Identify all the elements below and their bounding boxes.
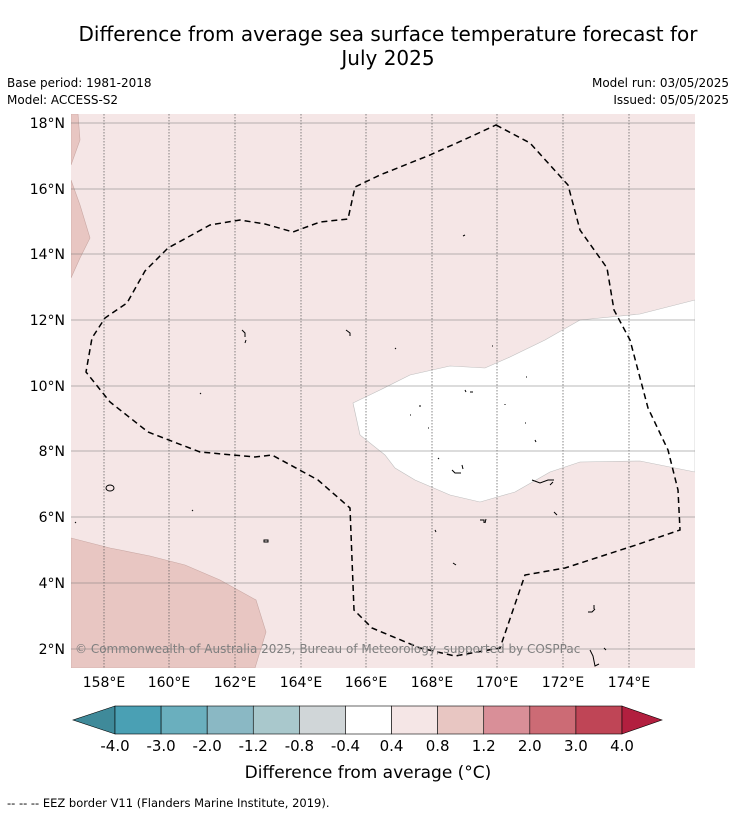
lat-label: 2°N <box>39 642 65 658</box>
lat-label: 18°N <box>30 116 65 132</box>
lon-label: 170°E <box>476 675 519 691</box>
colorbar-segment <box>529 705 577 735</box>
anomaly-0.8-1.2-patch-bottom <box>71 537 267 668</box>
eez-border <box>85 124 681 657</box>
colorbar-tick-label: 1.2 <box>472 737 496 755</box>
colorbar-segment <box>483 705 531 735</box>
model-run: Model run: 03/05/2025 <box>591 76 729 90</box>
lon-label: 164°E <box>280 675 323 691</box>
colorbar-extend-min <box>72 705 116 735</box>
island <box>345 329 351 336</box>
island <box>105 484 115 492</box>
lat-label: 8°N <box>39 444 65 460</box>
anomaly-0.8-1.2-patch-left <box>71 179 91 279</box>
meta-right: Model run: 03/05/2025 Issued: 05/05/2025 <box>592 75 729 109</box>
colorbar-tick-label: -1.2 <box>239 737 268 755</box>
chart-title: Difference from average sea surface temp… <box>40 22 736 70</box>
colorbar-tick-label: -4.0 <box>100 737 129 755</box>
base-period: Base period: 1981-2018 <box>7 76 152 90</box>
colorbar-segment <box>345 705 392 735</box>
lat-label: 16°N <box>30 182 65 198</box>
island <box>410 345 537 460</box>
lat-label: 6°N <box>39 510 65 526</box>
graticule-lat <box>71 122 695 650</box>
colorbar-segment <box>206 705 254 735</box>
graticule <box>103 114 630 668</box>
island <box>74 521 77 524</box>
model-name: Model: ACCESS-S2 <box>7 93 119 107</box>
meta-left: Base period: 1981-2018 Model: ACCESS-S2 <box>7 75 152 109</box>
colorbar-segment <box>575 705 623 735</box>
islands <box>74 234 607 667</box>
colorbar-tick-label: -2.0 <box>193 737 222 755</box>
lon-axis: 158°E 160°E 162°E 164°E 166°E 168°E 170°… <box>83 675 651 691</box>
lon-label: 168°E <box>411 675 454 691</box>
colorbar-tick-label: -0.8 <box>285 737 314 755</box>
colorbar-segment <box>299 705 346 735</box>
colorbar-tick-label: 0.8 <box>426 737 450 755</box>
lon-label: 172°E <box>542 675 585 691</box>
island <box>263 539 269 543</box>
colorbar-tick-label: -3.0 <box>146 737 175 755</box>
title-line-1: Difference from average sea surface temp… <box>78 22 698 46</box>
map-area: © Commonwealth of Australia 2025, Bureau… <box>71 114 695 668</box>
island <box>191 509 194 512</box>
island <box>480 518 487 524</box>
island <box>553 511 558 516</box>
island <box>588 605 596 613</box>
eez-legend-note: -- -- -- EEZ border V11 (Flanders Marine… <box>7 796 330 810</box>
colorbar-segment <box>114 705 162 735</box>
colorbar-segment <box>437 705 485 735</box>
island <box>452 562 457 566</box>
lat-label: 10°N <box>30 379 65 395</box>
island <box>199 392 202 395</box>
anomaly-neutral-region <box>352 299 695 503</box>
issued-date: Issued: 05/05/2025 <box>613 93 729 107</box>
lat-axis: 18°N 16°N 14°N 12°N 10°N 8°N 6°N 4°N 2°N <box>30 116 65 658</box>
title-line-2: July 2025 <box>341 46 435 70</box>
lon-label: 174°E <box>608 675 651 691</box>
island <box>531 479 554 486</box>
lon-label: 158°E <box>83 675 126 691</box>
lon-label: 162°E <box>214 675 257 691</box>
colorbar-tick-label: 0.4 <box>380 737 404 755</box>
colorbar-extend-max <box>621 705 663 735</box>
island <box>462 234 466 237</box>
colorbar-ticks: -4.0 -3.0 -2.0 -1.2 -0.8 -0.4 0.4 0.8 1.2 2.0 3.0 4… <box>100 737 634 755</box>
island <box>394 347 397 350</box>
island <box>603 647 607 651</box>
lon-label: 166°E <box>345 675 388 691</box>
anomaly-0.8-1.2-patch-top <box>71 114 81 166</box>
colorbar-label: Difference from average (°C) <box>244 763 492 783</box>
colorbar-segment <box>252 705 300 735</box>
colorbar-tick-label: -0.4 <box>331 737 360 755</box>
colorbar-tick-label: 3.0 <box>564 737 588 755</box>
island <box>434 529 437 533</box>
lat-label: 4°N <box>39 576 65 592</box>
lat-label: 12°N <box>30 313 65 329</box>
lon-label: 160°E <box>148 675 191 691</box>
colorbar-segment <box>391 705 438 735</box>
colorbar <box>72 705 663 735</box>
colorbar-tick-label: 2.0 <box>518 737 542 755</box>
colorbar-tick-label: 4.0 <box>610 737 634 755</box>
colorbar-segment <box>160 705 208 735</box>
island <box>241 329 247 344</box>
island <box>589 649 600 667</box>
lat-label: 14°N <box>30 247 65 263</box>
island <box>451 464 464 474</box>
copyright-notice: © Commonwealth of Australia 2025, Bureau… <box>75 642 580 656</box>
